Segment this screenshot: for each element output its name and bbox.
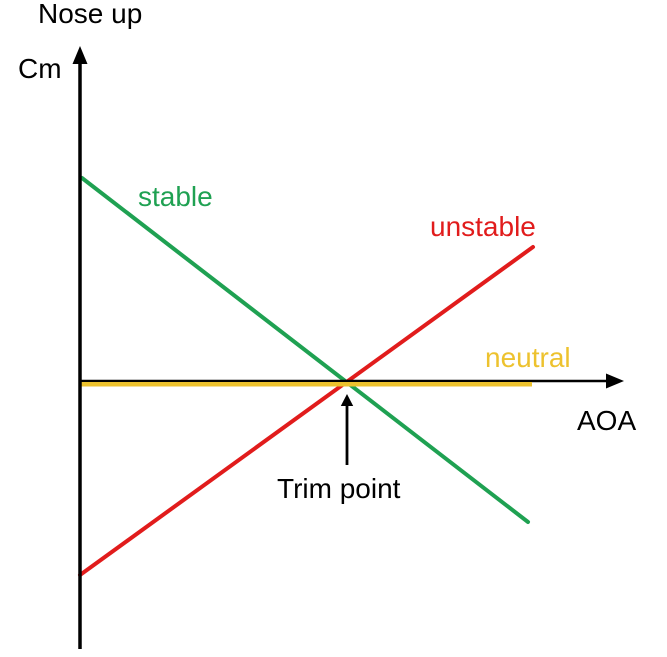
trim-point-label: Trim point [277,473,401,504]
x-axis-arrowhead [606,373,624,389]
stable-label: stable [138,181,213,212]
neutral-label: neutral [485,342,571,373]
stable-line [80,176,530,524]
cm-axis-label: Cm [18,53,62,84]
aoa-axis-label: AOA [577,405,636,436]
y-axis-arrowhead [72,46,88,64]
unstable-line [78,245,535,577]
unstable-label: unstable [430,211,536,242]
trim-point-arrowhead [340,394,354,406]
nose-up-label: Nose up [38,0,142,29]
